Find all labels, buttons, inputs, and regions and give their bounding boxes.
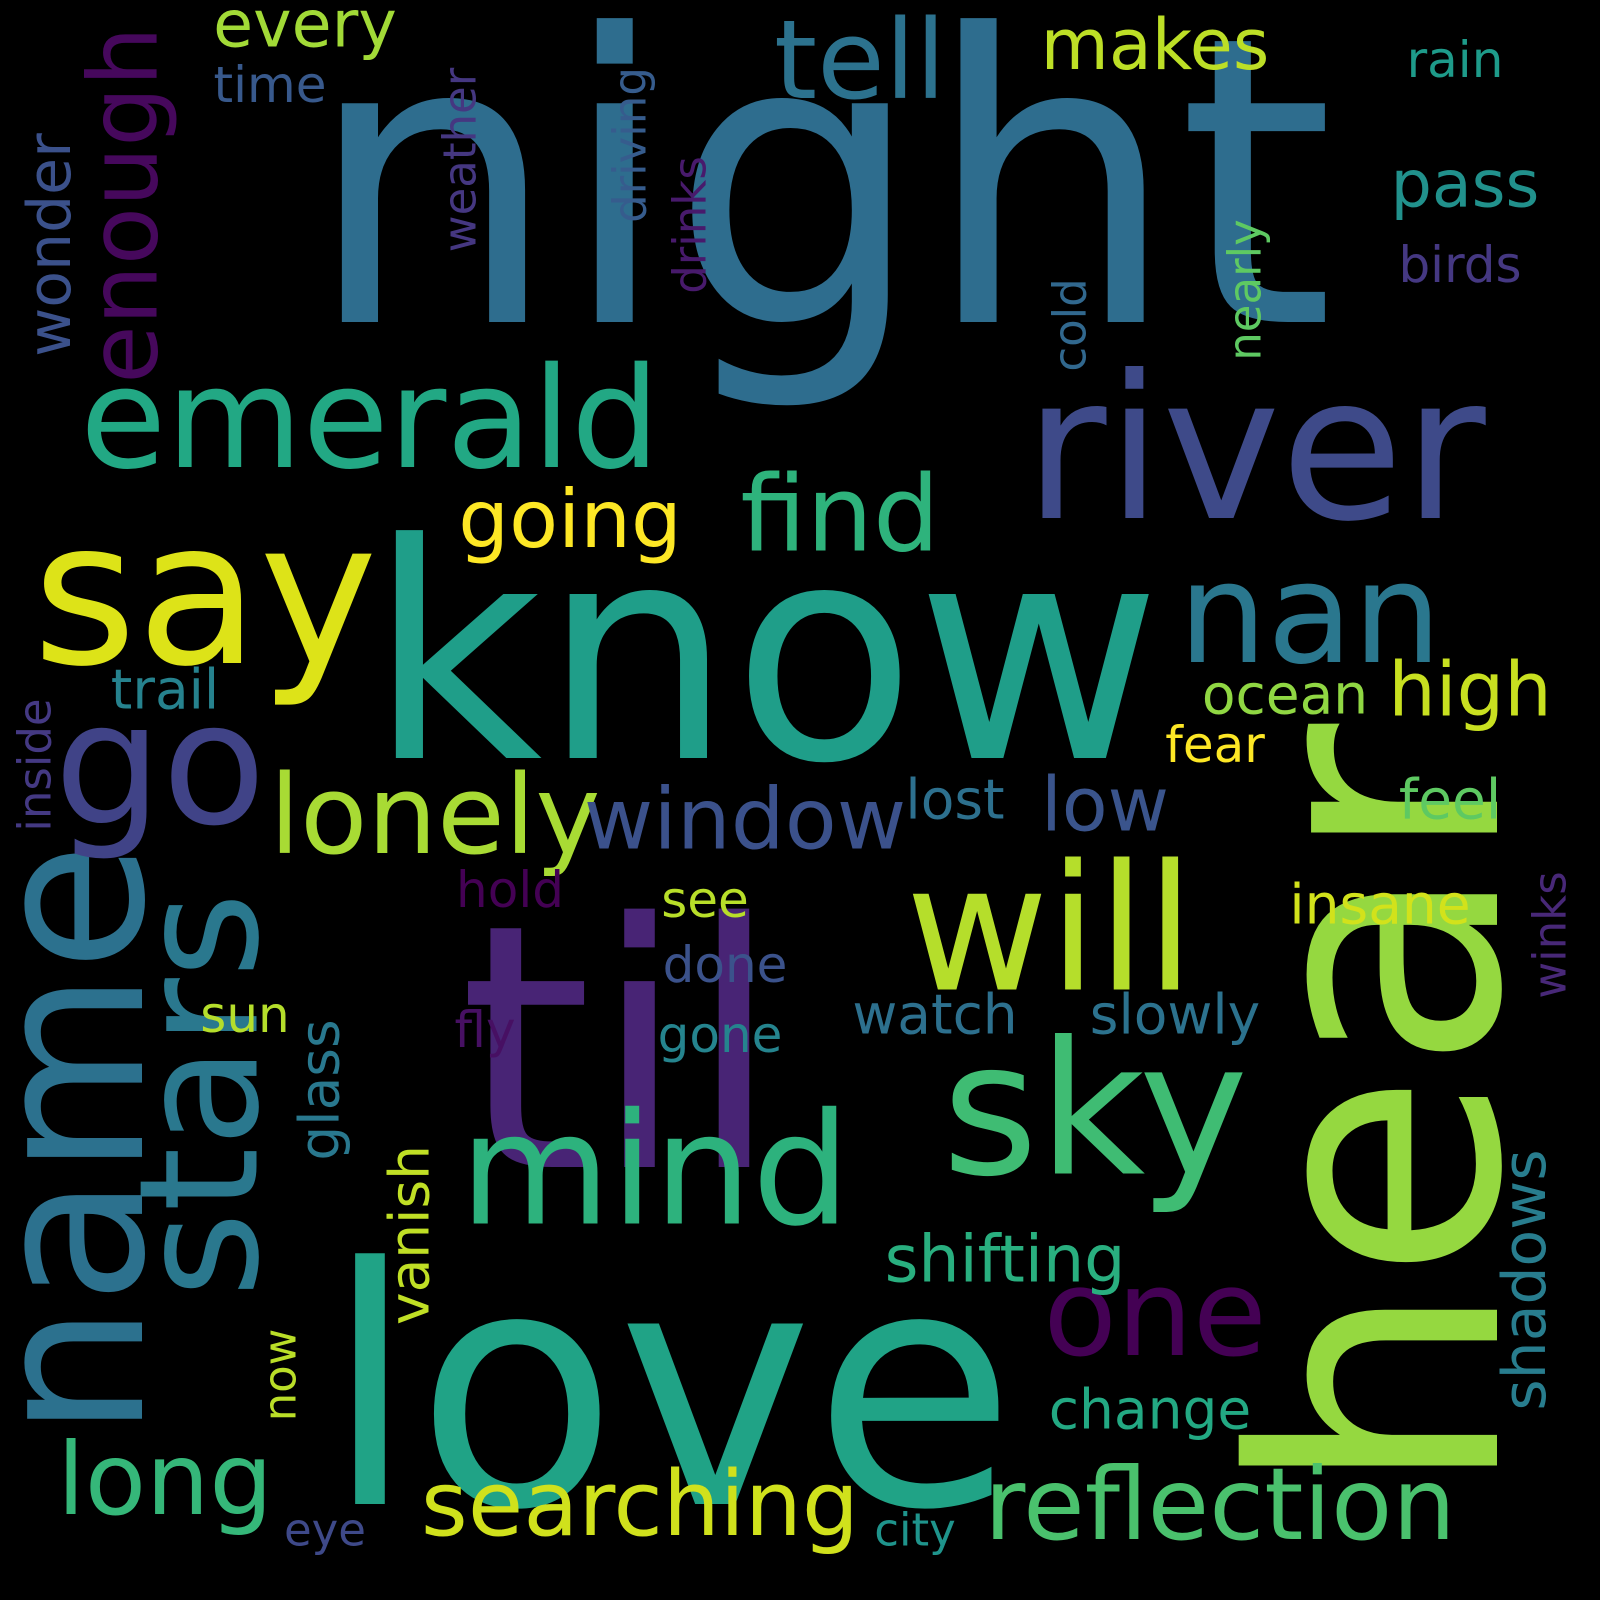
word-sky: sky [941,1001,1249,1218]
word-going: going [458,473,682,566]
word-driving: driving [603,67,657,223]
word-river: river [1024,333,1486,566]
word-inside: inside [8,698,62,832]
word-rain: rain [1406,31,1504,89]
word-done: done [662,936,788,994]
word-long: long [57,1421,273,1538]
word-enough: enough [69,26,180,384]
word-love: love [324,1198,1016,1582]
word-weather: weather [433,67,487,253]
word-ocean: ocean [1201,662,1369,727]
word-know: know [368,480,1162,829]
word-fear: fear [1165,716,1265,774]
word-shadows: shadows [1490,1149,1560,1411]
word-eye: eye [283,1503,367,1557]
word-trail: trail [110,657,220,722]
word-watch: watch [852,982,1018,1047]
word-mind: mind [459,1079,851,1261]
word-high: high [1388,645,1552,734]
word-insane: insane [1289,872,1471,937]
word-vanish: vanish [377,1145,442,1325]
word-makes: makes [1040,4,1270,86]
word-find: find [740,453,940,576]
word-nan: nan [1178,533,1442,696]
word-tell: tell [774,0,946,124]
word-see: see [661,871,749,929]
word-fly: fly [454,1001,516,1059]
word-feel: feel [1398,767,1502,832]
word-lonely: lonely [269,751,601,879]
word-low: low [1040,760,1170,849]
word-time: time [213,56,327,114]
word-now: now [253,1328,307,1422]
word-window: window [583,770,907,870]
word-nearly: nearly [1218,219,1272,361]
word-birds: birds [1398,236,1522,294]
word-go: go [54,666,266,864]
word-change: change [1048,1377,1252,1442]
word-will: will [905,828,1195,1032]
word-sun: sun [200,986,290,1044]
word-lost: lost [905,767,1005,832]
word-shifting: shifting [884,1222,1126,1298]
word-glass: glass [287,1019,352,1161]
word-night: night [305,0,1335,417]
word-reflection: reflection [984,1446,1456,1563]
word-gone: gone [657,1006,783,1064]
word-hold: hold [456,861,564,919]
word-city: city [874,1503,956,1557]
word-say: say [32,478,378,711]
word-cold: cold [1043,278,1097,372]
word-til: til [458,852,782,1248]
word-searching: searching [420,1452,860,1557]
word-slowly: slowly [1089,982,1261,1047]
word-every: every [213,0,397,63]
word-stars: stars [103,892,296,1298]
word-one: one [1043,1245,1267,1384]
word-emerald: emerald [80,338,660,501]
word-winks: winks [1523,871,1577,999]
word-wonder: wonder [15,133,85,357]
word-pass: pass [1390,147,1540,223]
word-drinks: drinks [663,156,717,294]
